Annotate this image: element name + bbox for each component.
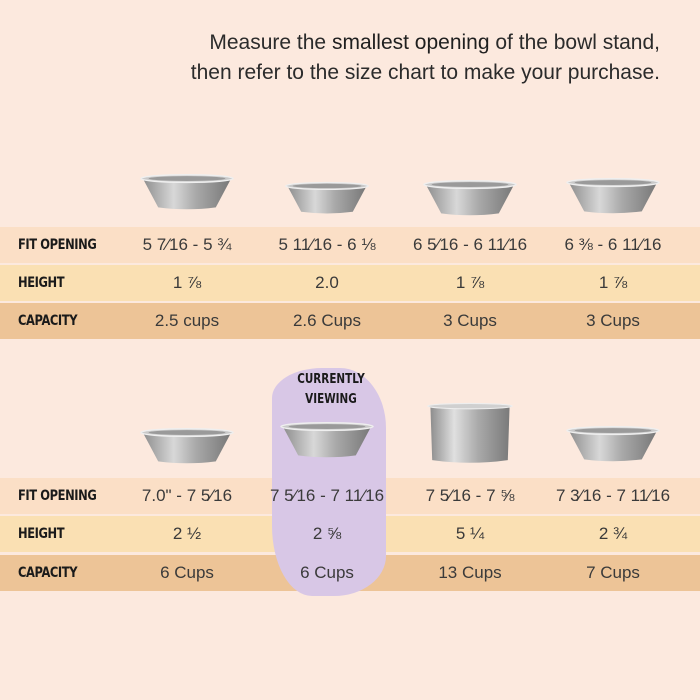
- capacity-value: 2.5 cups: [154, 311, 220, 330]
- capacity-value: 6 Cups: [160, 563, 214, 582]
- fit-opening-band-1: [0, 227, 700, 263]
- height-value: 2 ⅝: [312, 524, 342, 543]
- fit-opening-value: 7.0" - 7 5⁄16: [141, 486, 233, 505]
- capacity-value: 7 Cups: [586, 563, 640, 582]
- height-value: 5 ¼: [455, 524, 485, 543]
- row-label-height: HEIGHT: [18, 275, 65, 291]
- bowl-icon: [422, 178, 518, 223]
- capacity-band-1: [0, 303, 700, 339]
- fit-opening-value: 5 7⁄16 - 5 ¾: [142, 235, 232, 254]
- capacity-value: 3 Cups: [443, 311, 497, 330]
- currently-viewing-highlight: [272, 368, 386, 596]
- headline-highlight: smallest opening: [331, 31, 490, 54]
- currently-viewing-label: CURRENTLY VIEWING: [297, 372, 365, 407]
- capacity-value: 13 Cups: [438, 563, 502, 582]
- headline-line-2: then refer to the size chart to make you…: [190, 61, 660, 84]
- height-value: 2.0: [315, 273, 339, 292]
- fit-opening-value: 6 5⁄16 - 6 11⁄16: [412, 235, 528, 254]
- capacity-value: 2.6 Cups: [292, 311, 362, 330]
- row-label-fit-opening: FIT OPENING: [18, 488, 97, 504]
- fit-opening-value: 7 5⁄16 - 7 ⅝: [425, 486, 515, 505]
- row-label-height: HEIGHT: [18, 526, 65, 542]
- height-value: 2 ¾: [598, 524, 628, 543]
- height-value: 1 ⅞: [172, 273, 202, 292]
- bowl-icon: [565, 176, 661, 221]
- height-value: 1 ⅞: [598, 273, 628, 292]
- row-label-capacity: CAPACITY: [18, 313, 78, 329]
- row-label-capacity: CAPACITY: [18, 565, 78, 581]
- bowl-icon: [139, 172, 235, 217]
- headline-line-1: Measure the smallest opening of the bowl…: [209, 31, 660, 54]
- capacity-value: 6 Cups: [300, 563, 354, 582]
- bowl-icon: [279, 420, 375, 465]
- bowl-icon: [284, 178, 370, 223]
- height-band-1: [0, 265, 700, 301]
- fit-opening-value: 7 5⁄16 - 7 11⁄16: [269, 486, 385, 505]
- bowl-icon: [139, 426, 235, 471]
- bowl-icon: [565, 424, 661, 469]
- height-value: 1 ⅞: [455, 273, 485, 292]
- height-value: 2 ½: [172, 524, 202, 543]
- fit-opening-value: 7 3⁄16 - 7 11⁄16: [555, 486, 671, 505]
- row-label-fit-opening: FIT OPENING: [18, 237, 97, 253]
- headline: Measure the smallest opening of the bowl…: [60, 28, 700, 88]
- capacity-value: 3 Cups: [586, 311, 640, 330]
- deep-bowl-icon: [425, 402, 515, 471]
- fit-opening-value: 5 11⁄16 - 6 ⅛: [278, 235, 376, 254]
- fit-opening-value: 6 ⅜ - 6 11⁄16: [564, 235, 662, 254]
